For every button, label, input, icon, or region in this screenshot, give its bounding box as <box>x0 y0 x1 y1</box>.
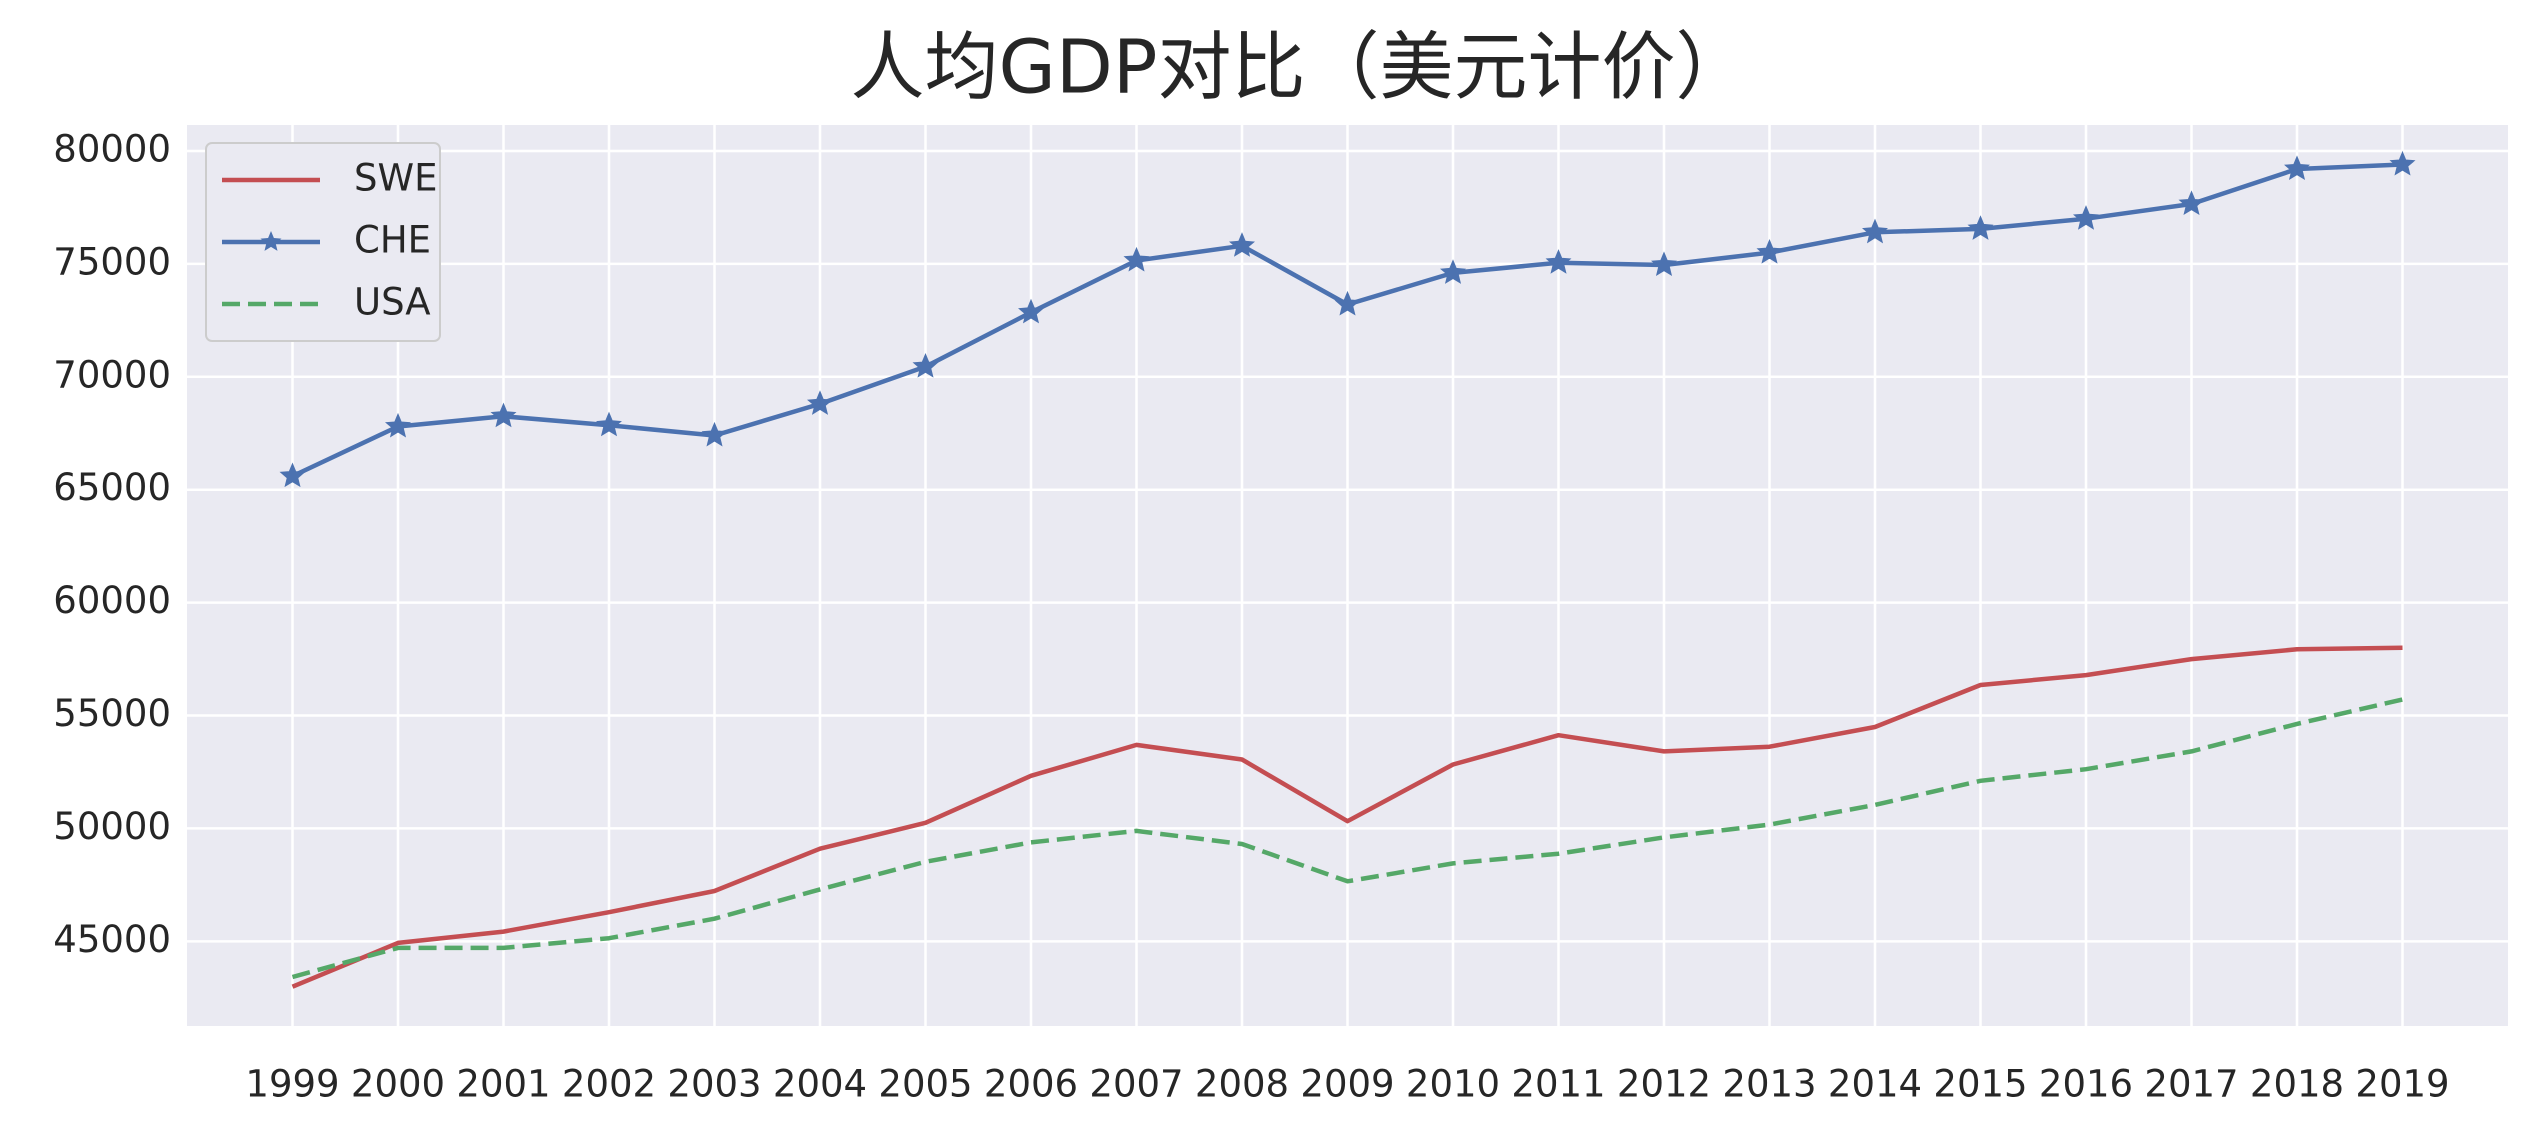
point-marker <box>384 412 412 438</box>
line-series <box>291 645 2403 989</box>
x-tick-label: 2018 <box>2250 1063 2344 1106</box>
y-tick-label: 80000 <box>53 127 171 170</box>
point-marker <box>596 411 622 437</box>
x-tick-label: 2010 <box>1406 1063 1500 1106</box>
point-marker <box>701 421 728 447</box>
x-tick-label: 2015 <box>1933 1063 2027 1106</box>
point-marker <box>1018 298 1044 324</box>
x-tick-label: 2019 <box>2355 1063 2449 1106</box>
point-marker <box>2389 150 2416 176</box>
x-tick-label: 2013 <box>1722 1063 1816 1106</box>
y-tick-label: 50000 <box>53 805 171 848</box>
point-marker <box>490 402 517 428</box>
x-tick-label: 2004 <box>773 1063 867 1106</box>
x-tick-label: 2002 <box>562 1063 656 1106</box>
legend-marker <box>260 231 282 251</box>
line-series <box>291 697 2404 980</box>
x-tick-label: 2017 <box>2144 1063 2238 1106</box>
point-marker <box>1123 246 1150 272</box>
x-tick-label: 2001 <box>456 1063 550 1106</box>
y-tick-label: 60000 <box>53 579 171 622</box>
point-marker <box>806 390 834 415</box>
point-marker <box>2178 190 2205 215</box>
point-marker <box>2284 155 2310 180</box>
point-marker <box>279 462 306 488</box>
legend: SWE CHE USA <box>205 142 441 342</box>
legend-label: SWE <box>354 157 437 200</box>
legend-box <box>205 142 441 342</box>
x-tick-label: 2011 <box>1511 1063 1605 1106</box>
point-marker <box>1650 251 1678 276</box>
x-tick-label: 2012 <box>1617 1063 1711 1106</box>
chart-title: 人均GDP对比（美元计价） <box>851 25 1750 111</box>
point-marker <box>912 352 939 378</box>
x-tick-label: 2016 <box>2039 1063 2133 1106</box>
point-marker <box>1228 232 1256 257</box>
point-marker <box>1439 259 1467 284</box>
x-tick-label: 2009 <box>1300 1063 1394 1106</box>
legend-label: CHE <box>354 219 431 262</box>
x-tick-label: 2014 <box>1828 1063 1922 1106</box>
point-marker <box>1861 218 1889 244</box>
point-marker <box>1334 290 1361 316</box>
x-tick-label: 2008 <box>1195 1063 1289 1106</box>
legend-label: USA <box>354 281 431 324</box>
point-marker <box>1967 215 1994 240</box>
y-tick-label: 55000 <box>53 692 171 735</box>
x-tick-label: 2003 <box>667 1063 761 1106</box>
x-tick-label: 2006 <box>984 1063 1078 1106</box>
x-tick-label: 1999 <box>245 1063 339 1106</box>
y-tick-label: 70000 <box>53 353 171 396</box>
point-marker <box>1545 249 1572 274</box>
x-tick-label: 2005 <box>878 1063 972 1106</box>
y-tick-label: 45000 <box>53 918 171 961</box>
point-marker <box>2072 205 2100 230</box>
y-tick-label: 65000 <box>53 466 171 509</box>
x-tick-label: 2007 <box>1089 1063 1183 1106</box>
point-marker <box>1756 238 1783 264</box>
y-tick-label: 75000 <box>53 240 171 283</box>
x-tick-label: 2000 <box>351 1063 445 1106</box>
